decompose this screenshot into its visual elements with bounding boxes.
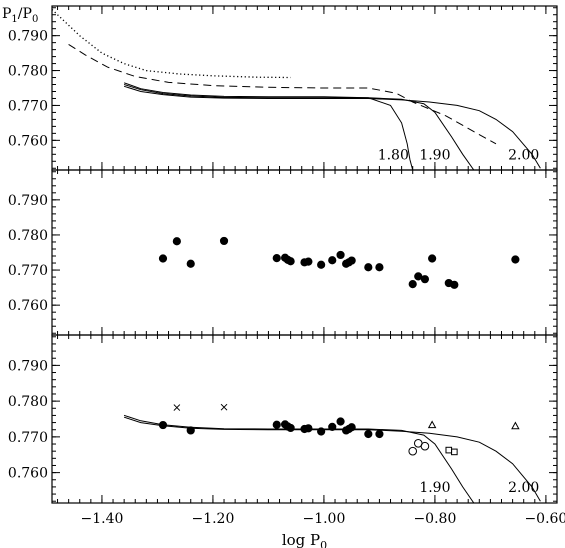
data-point bbox=[317, 260, 326, 269]
data-point-filled bbox=[286, 423, 295, 433]
data-point bbox=[286, 257, 295, 266]
data-point bbox=[428, 254, 437, 263]
data-point-triangle bbox=[511, 421, 520, 430]
series-line-solid bbox=[123, 82, 414, 170]
data-point bbox=[450, 280, 459, 289]
curve-label: 1.80 bbox=[378, 147, 409, 163]
data-point-cross bbox=[220, 403, 228, 411]
curve-label: 1.90 bbox=[419, 480, 450, 496]
data-point-filled bbox=[336, 417, 345, 426]
data-point bbox=[304, 257, 313, 266]
data-point-filled bbox=[364, 429, 373, 439]
y-tick-label: 0.790 bbox=[8, 358, 48, 374]
panel-frame bbox=[51, 334, 558, 504]
data-point bbox=[511, 255, 520, 264]
x-tick-label: −1.40 bbox=[80, 511, 123, 527]
data-point-square bbox=[451, 448, 458, 456]
data-point bbox=[158, 254, 168, 263]
data-point-filled bbox=[317, 427, 326, 436]
data-point-filled bbox=[186, 426, 195, 435]
data-point-filled bbox=[158, 420, 168, 430]
y-tick-label: 0.760 bbox=[8, 133, 48, 149]
y-tick-label: 0.780 bbox=[8, 228, 48, 244]
data-point bbox=[364, 263, 373, 272]
y-tick-label: 0.760 bbox=[8, 298, 48, 314]
data-point bbox=[186, 259, 195, 268]
x-tick-label: −0.80 bbox=[413, 511, 456, 527]
x-axis-label: log P0 bbox=[282, 531, 327, 548]
data-point bbox=[272, 254, 281, 263]
data-point bbox=[336, 250, 345, 260]
data-point bbox=[420, 275, 430, 284]
data-point bbox=[219, 236, 229, 246]
data-point-cross bbox=[173, 404, 181, 411]
data-point-filled bbox=[347, 423, 356, 432]
data-point bbox=[328, 256, 337, 265]
y-tick-label: 0.770 bbox=[8, 430, 48, 446]
y-tick-label: 0.790 bbox=[8, 193, 48, 209]
y-tick-label: 0.780 bbox=[8, 64, 48, 80]
y-tick-label: 0.780 bbox=[8, 394, 48, 410]
data-point-open-circle bbox=[408, 446, 418, 456]
data-point bbox=[375, 263, 384, 272]
data-point bbox=[172, 237, 181, 246]
panel-frame bbox=[51, 169, 558, 336]
curve-label: 1.90 bbox=[419, 147, 450, 163]
chart-panel-bottom: 0.760 0.770 0.780 0.790 −1.40 −1.20 −1.00 −0.80… bbox=[8, 334, 565, 548]
series-line-solid bbox=[123, 85, 541, 169]
data-point-filled bbox=[304, 424, 313, 433]
panel-frame bbox=[51, 5, 558, 171]
chart-panel-middle: 0.760 0.770 0.780 0.790 bbox=[8, 169, 558, 336]
x-tick-label: −0.60 bbox=[524, 511, 565, 527]
series-line-solid bbox=[123, 84, 475, 170]
y-axis-label: P1/P0 bbox=[2, 6, 38, 25]
curve-label: 2.00 bbox=[508, 480, 539, 496]
data-point bbox=[408, 279, 417, 289]
x-tick-label: −1.00 bbox=[302, 511, 345, 527]
data-point-triangle bbox=[427, 420, 437, 429]
data-point-filled bbox=[375, 429, 384, 439]
series-line-dotted bbox=[52, 9, 291, 79]
data-point bbox=[414, 272, 423, 281]
y-tick-label: 0.770 bbox=[8, 98, 48, 114]
chart-panel-top: 0.760 0.770 0.780 0.790 1.80 1.90 2.00 P1/P0 bbox=[2, 5, 558, 171]
y-tick-label: 0.790 bbox=[8, 29, 48, 45]
curve-label: 2.00 bbox=[508, 147, 539, 163]
data-point bbox=[347, 256, 356, 265]
series-line-dashed bbox=[68, 43, 497, 145]
data-point-square bbox=[445, 446, 453, 454]
data-point-filled bbox=[272, 420, 281, 429]
data-point-open-circle bbox=[420, 441, 430, 451]
data-point-filled bbox=[328, 422, 337, 431]
y-tick-label: 0.770 bbox=[8, 263, 48, 279]
y-tick-label: 0.760 bbox=[8, 466, 48, 482]
series-line-solid bbox=[123, 416, 541, 502]
x-tick-label: −1.20 bbox=[191, 511, 234, 527]
